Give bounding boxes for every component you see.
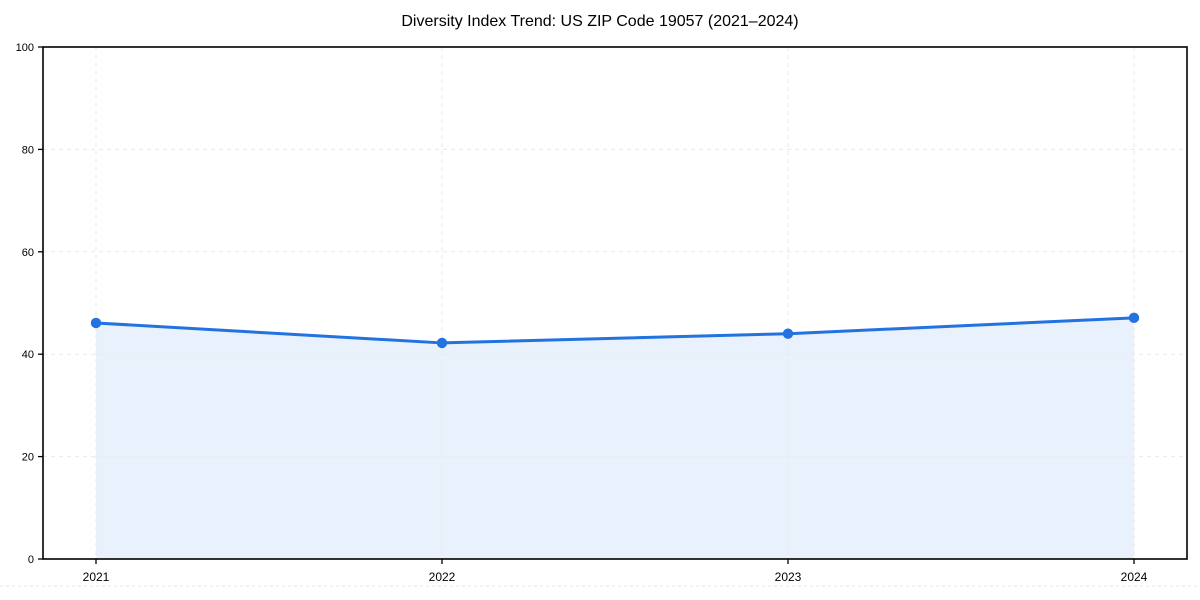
- y-tick-label-20: 20: [22, 452, 34, 464]
- x-tick-label-2022: 2022: [429, 570, 456, 584]
- data-point-2024: [1128, 312, 1140, 324]
- x-tick-label-2024: 2024: [1121, 570, 1148, 584]
- y-tick-label-60: 60: [22, 247, 34, 259]
- y-tick-label-0: 0: [28, 554, 34, 566]
- y-tick-label-80: 80: [22, 144, 34, 156]
- area-fill: [96, 317, 1134, 559]
- chart-title: Diversity Index Trend: US ZIP Code 19057…: [401, 13, 799, 30]
- x-tick-label-2021: 2021: [83, 570, 110, 584]
- y-tick-label-100: 100: [16, 42, 34, 54]
- x-tick-label-2023: 2023: [775, 570, 802, 584]
- plot-border: [42, 46, 1188, 560]
- y-tick-label-40: 40: [22, 349, 34, 361]
- data-point-2023: [782, 328, 794, 339]
- trend-line: [94, 316, 1136, 345]
- data-point-2022: [436, 337, 448, 349]
- data-point-2021: [90, 317, 102, 329]
